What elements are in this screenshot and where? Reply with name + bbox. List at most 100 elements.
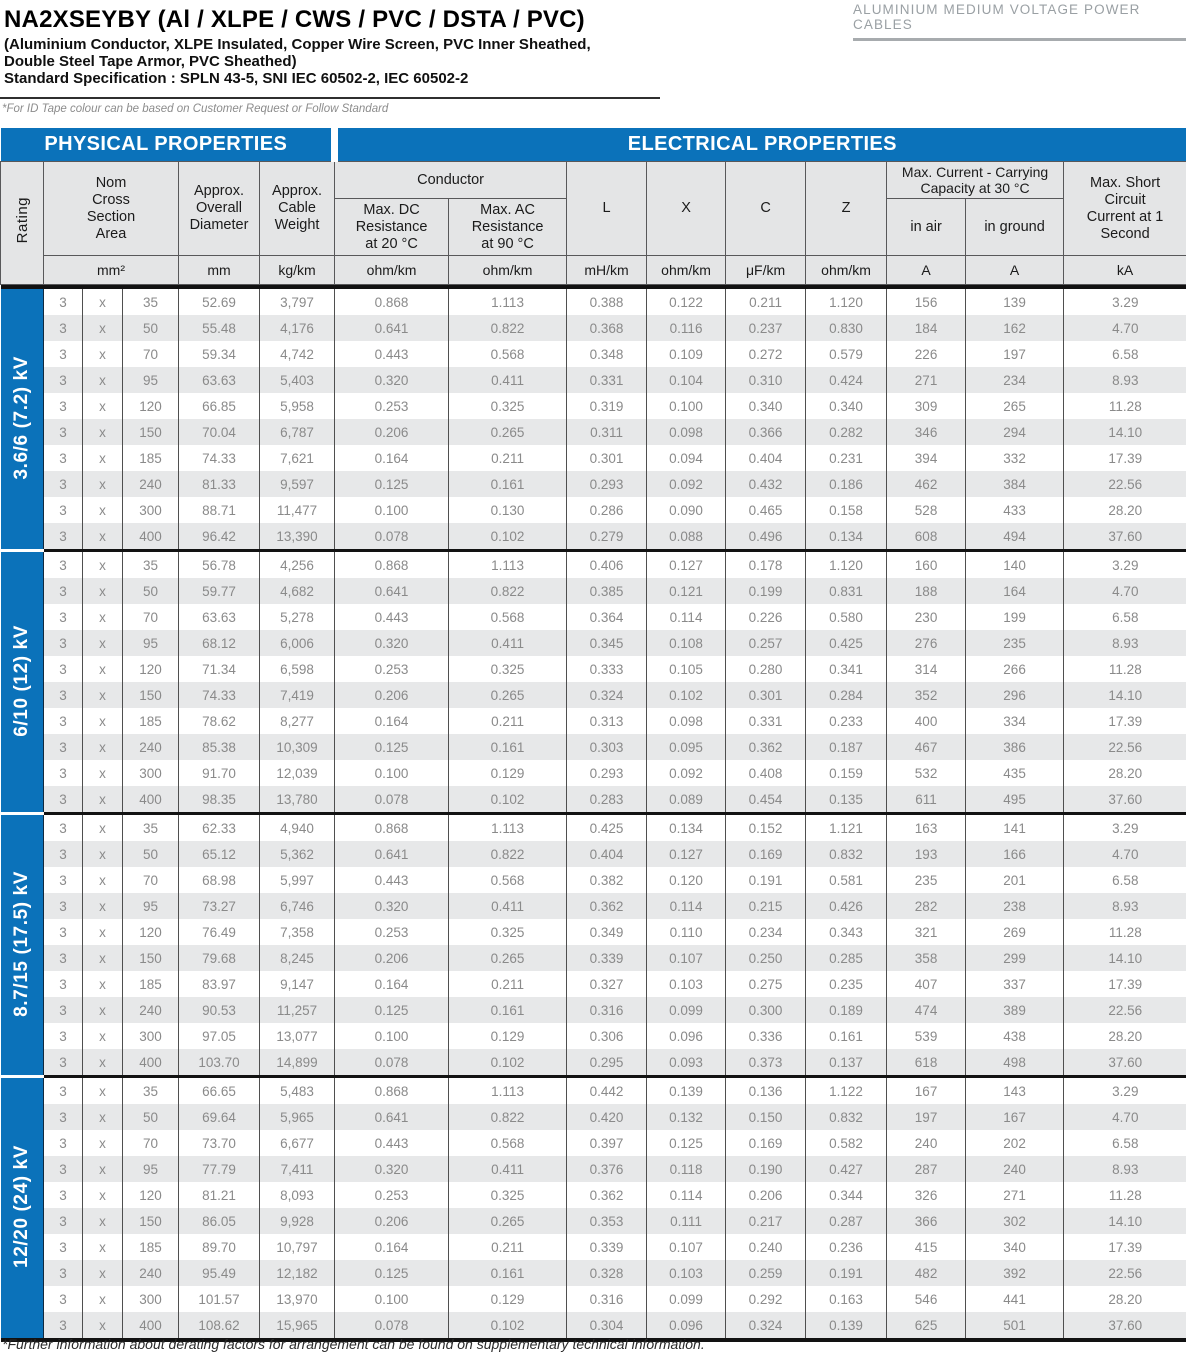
table-row: 12/20 (24) kV 3 x 35 66.65 5,483 0.868 1.113 0.4… — [0, 1078, 1186, 1338]
rating-label: 12/20 (24) kV — [0, 1078, 44, 1338]
table-cell: 0.301 — [566, 445, 647, 471]
unit-a-air: A — [886, 255, 967, 285]
electrical-properties-header: ELECTRICAL PROPERTIES — [334, 128, 1186, 162]
table-cell: 0.150 — [725, 1104, 806, 1130]
table-cell: 0.125 — [334, 1260, 449, 1286]
table-cell: 546 — [886, 1286, 966, 1312]
table-cell: 0.831 — [805, 578, 887, 604]
table-cell: 0.078 — [334, 786, 449, 812]
table-cell: 0.206 — [334, 945, 449, 971]
table-cell: x — [82, 1049, 123, 1075]
table-cell: 5,958 — [258, 393, 335, 419]
table-cell: 282 — [886, 893, 966, 919]
table-cell: 5,278 — [258, 604, 335, 630]
table-cell: 0.385 — [566, 578, 647, 604]
table-cell: 167 — [886, 1078, 966, 1104]
table-cell: 0.206 — [725, 1182, 806, 1208]
table-cell: 4,940 — [258, 815, 335, 841]
table-cell: 358 — [886, 945, 966, 971]
table-cell: 7,419 — [258, 682, 335, 708]
table-cell: 6.58 — [1063, 1130, 1186, 1156]
table-cell: 6,746 — [258, 893, 335, 919]
table-cell: 11.28 — [1063, 656, 1186, 682]
table-cell: 11,477 — [258, 497, 335, 523]
table-cell: x — [82, 1260, 123, 1286]
table-cell: 0.348 — [566, 341, 647, 367]
table-cell: 287 — [886, 1156, 966, 1182]
table-cell: 0.111 — [646, 1208, 726, 1234]
table-cell: 70 — [122, 604, 179, 630]
table-cell: 160 — [886, 552, 966, 578]
table-cell: 0.199 — [725, 578, 806, 604]
table-cell: 7,621 — [258, 445, 335, 471]
table-cell: 326 — [886, 1182, 966, 1208]
table-row: 3 x 70 73.70 6,677 0.443 0.568 0.397 0.125 0.169 0… — [1, 1130, 1186, 1156]
table-cell: 269 — [965, 919, 1064, 945]
table-cell: 202 — [965, 1130, 1064, 1156]
table-cell: x — [82, 1182, 123, 1208]
table-cell: 0.443 — [334, 604, 449, 630]
table-cell: 28.20 — [1063, 760, 1186, 786]
table-cell: 13,970 — [258, 1286, 335, 1312]
table-cell: 0.096 — [646, 1312, 726, 1338]
table-cell: 9,147 — [258, 971, 335, 997]
table-cell: 1.120 — [805, 289, 887, 315]
table-cell: 0.134 — [646, 815, 726, 841]
table-cell: 55.48 — [178, 315, 260, 341]
table-cell: 0.397 — [566, 1130, 647, 1156]
table-cell: x — [82, 1156, 123, 1182]
table-cell: 0.158 — [805, 497, 887, 523]
table-row: 6/10 (12) kV 3 x 35 56.78 4,256 0.868 1.113 0.40… — [0, 552, 1186, 812]
table-cell: 0.100 — [646, 393, 726, 419]
table-cell: 0.301 — [725, 682, 806, 708]
subtitle-line-1: (Aluminium Conductor, XLPE Insulated, Co… — [4, 36, 591, 53]
table-cell: 70 — [122, 341, 179, 367]
table-cell: 0.331 — [725, 708, 806, 734]
unit-ohmkm-ac: ohm/km — [448, 255, 568, 285]
table-cell: 0.280 — [725, 656, 806, 682]
table-cell: 0.275 — [725, 971, 806, 997]
table-cell: 0.098 — [646, 708, 726, 734]
table-cell: 0.118 — [646, 1156, 726, 1182]
table-cell: 0.164 — [334, 971, 449, 997]
table-cell: 4,742 — [258, 341, 335, 367]
table-cell: 0.496 — [725, 523, 806, 549]
table-cell: x — [82, 867, 123, 893]
table-cell: 0.127 — [646, 552, 726, 578]
table-cell: 0.319 — [566, 393, 647, 419]
table-cell: 0.139 — [805, 1312, 887, 1338]
table-cell: 0.235 — [805, 971, 887, 997]
table-cell: 0.868 — [334, 552, 449, 578]
table-row: 3.6/6 (7.2) kV 3 x 35 52.69 3,797 0.868 1.113 0.… — [0, 289, 1186, 549]
unit-kgkm: kg/km — [258, 255, 336, 285]
table-cell: 618 — [886, 1049, 966, 1075]
table-cell: 3 — [43, 1234, 83, 1260]
table-cell: 0.339 — [566, 1234, 647, 1260]
table-cell: 0.092 — [646, 760, 726, 786]
table-cell: x — [82, 315, 123, 341]
table-cell: 0.250 — [725, 945, 806, 971]
table-cell: x — [82, 341, 123, 367]
table-cell: 78.62 — [178, 708, 260, 734]
table-row: 3 x 150 86.05 9,928 0.206 0.265 0.353 0.111 0.217… — [1, 1208, 1186, 1234]
unit-mm2: mm² — [43, 255, 179, 285]
table-cell: 6.58 — [1063, 341, 1186, 367]
table-cell: 14.10 — [1063, 1208, 1186, 1234]
table-cell: 0.161 — [448, 734, 567, 760]
table-cell: 3 — [43, 1208, 83, 1234]
table-row: 3 x 400 108.62 15,965 0.078 0.102 0.304 0.096 0.3… — [1, 1312, 1186, 1338]
table-cell: 240 — [886, 1130, 966, 1156]
table-cell: 386 — [965, 734, 1064, 760]
table-cell: 0.161 — [448, 1260, 567, 1286]
table-cell: 70 — [122, 867, 179, 893]
table-cell: 150 — [122, 419, 179, 445]
table-cell: 0.411 — [448, 630, 567, 656]
table-cell: 62.33 — [178, 815, 260, 841]
table-cell: 103.70 — [178, 1049, 260, 1075]
table-cell: 3 — [43, 1023, 83, 1049]
table-cell: 0.099 — [646, 997, 726, 1023]
table-cell: 0.344 — [805, 1182, 887, 1208]
table-row: 3 x 50 69.64 5,965 0.641 0.822 0.420 0.132 0.150 0… — [1, 1104, 1186, 1130]
table-cell: 13,390 — [258, 523, 335, 549]
table-cell: 0.163 — [805, 1286, 887, 1312]
